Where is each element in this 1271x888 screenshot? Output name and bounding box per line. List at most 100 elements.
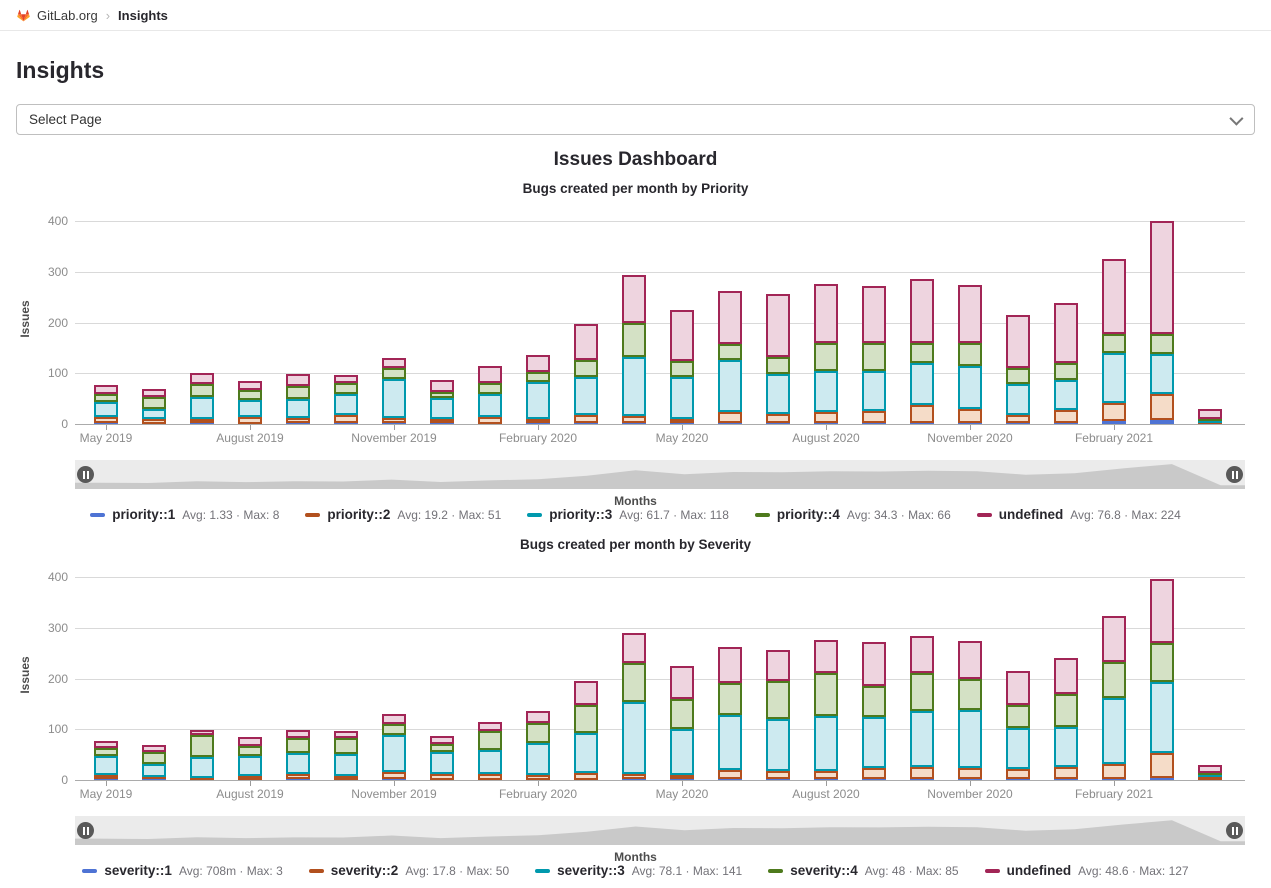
bar-segment-priority::1[interactable] xyxy=(190,422,214,424)
bar-segment-priority::2[interactable] xyxy=(670,419,694,424)
bar-segment-severity::2[interactable] xyxy=(958,767,982,780)
bar-segment-priority::2[interactable] xyxy=(958,409,982,424)
bar-segment-severity::4[interactable] xyxy=(334,738,358,754)
bar-segment-severity::4[interactable] xyxy=(238,746,262,757)
bar-segment-severity::4[interactable] xyxy=(622,662,646,703)
bar-segment-undefined[interactable] xyxy=(190,372,214,385)
bar-segment-undefined[interactable] xyxy=(238,380,262,391)
legend-item-priority::3[interactable]: priority::3 Avg: 61.7 · Max: 118 xyxy=(527,507,729,522)
bar-segment-severity::2[interactable] xyxy=(526,774,550,780)
bar-segment-severity::2[interactable] xyxy=(286,774,310,780)
bar-segment-priority::3[interactable] xyxy=(142,408,166,419)
data-zoom-slider[interactable] xyxy=(75,460,1245,489)
bar-segment-severity::3[interactable] xyxy=(526,742,550,775)
bar-segment-severity::2[interactable] xyxy=(862,767,886,780)
bar-segment-severity::1[interactable] xyxy=(1102,778,1126,780)
bar-segment-priority::4[interactable] xyxy=(574,359,598,378)
bar-segment-severity::3[interactable] xyxy=(1054,726,1078,768)
legend-item-priority::4[interactable]: priority::4 Avg: 34.3 · Max: 66 xyxy=(754,507,951,522)
bar-segment-priority::4[interactable] xyxy=(1150,334,1174,354)
bar-segment-severity::3[interactable] xyxy=(1102,697,1126,765)
bar-segment-undefined[interactable] xyxy=(1198,408,1222,420)
bar-segment-priority::2[interactable] xyxy=(526,418,550,424)
bar-segment-severity::3[interactable] xyxy=(718,715,742,770)
bar-segment-priority::3[interactable] xyxy=(1198,420,1222,423)
bar-segment-priority::3[interactable] xyxy=(382,379,406,418)
bar-segment-undefined[interactable] xyxy=(958,285,982,344)
bar-segment-undefined[interactable] xyxy=(478,722,502,732)
bar-segment-priority::3[interactable] xyxy=(286,398,310,418)
bar-segment-priority::4[interactable] xyxy=(478,382,502,395)
bar-segment-undefined[interactable] xyxy=(382,713,406,724)
bar-segment-severity::4[interactable] xyxy=(1006,705,1030,729)
bar-segment-severity::3[interactable] xyxy=(958,709,982,768)
bar-segment-severity::2[interactable] xyxy=(622,773,646,780)
bar-segment-undefined[interactable] xyxy=(334,731,358,739)
bar-segment-undefined[interactable] xyxy=(862,641,886,686)
bar-segment-undefined[interactable] xyxy=(622,633,646,663)
bar-segment-priority::3[interactable] xyxy=(910,363,934,406)
bar-segment-severity::4[interactable] xyxy=(910,673,934,712)
bar-segment-severity::3[interactable] xyxy=(382,734,406,773)
bar-segment-undefined[interactable] xyxy=(142,388,166,397)
bar-segment-priority::3[interactable] xyxy=(94,401,118,418)
bar-segment-priority::1[interactable] xyxy=(622,422,646,424)
legend-item-severity::4[interactable]: severity::4 Avg: 48 · Max: 85 xyxy=(768,863,959,878)
bar-segment-undefined[interactable] xyxy=(910,635,934,673)
bar-segment-severity::4[interactable] xyxy=(1054,693,1078,727)
bar-segment-undefined[interactable] xyxy=(1006,314,1030,369)
bar-segment-severity::2[interactable] xyxy=(382,772,406,780)
bar-segment-severity::2[interactable] xyxy=(190,777,214,780)
legend-item-severity::2[interactable]: severity::2 Avg: 17.8 · Max: 50 xyxy=(308,863,509,878)
bar-segment-undefined[interactable] xyxy=(1102,616,1126,663)
bar-segment-priority::2[interactable] xyxy=(1150,394,1174,420)
legend-item-priority::1[interactable]: priority::1 Avg: 1.33 · Max: 8 xyxy=(90,507,279,522)
bar-segment-severity::2[interactable] xyxy=(1150,753,1174,779)
bar-segment-severity::1[interactable] xyxy=(1150,778,1174,780)
bar-segment-severity::4[interactable] xyxy=(190,734,214,757)
bar-segment-priority::4[interactable] xyxy=(1054,362,1078,380)
bar-segment-priority::4[interactable] xyxy=(910,342,934,364)
bar-segment-undefined[interactable] xyxy=(430,379,454,392)
bar-segment-undefined[interactable] xyxy=(1102,258,1126,334)
bar-segment-severity::4[interactable] xyxy=(286,738,310,754)
bar-segment-severity::4[interactable] xyxy=(142,751,166,764)
bar-segment-priority::3[interactable] xyxy=(478,394,502,417)
bar-segment-severity::2[interactable] xyxy=(1006,768,1030,780)
bar-segment-undefined[interactable] xyxy=(1054,658,1078,694)
bar-segment-severity::4[interactable] xyxy=(430,743,454,752)
bar-segment-undefined[interactable] xyxy=(622,275,646,324)
bar-segment-priority::1[interactable] xyxy=(1150,419,1174,424)
bar-segment-priority::2[interactable] xyxy=(862,410,886,424)
bar-segment-priority::2[interactable] xyxy=(814,411,838,423)
bar-segment-severity::2[interactable] xyxy=(478,774,502,780)
bar-segment-undefined[interactable] xyxy=(1150,220,1174,335)
bar-segment-priority::4[interactable] xyxy=(286,386,310,399)
bar-segment-undefined[interactable] xyxy=(718,291,742,344)
bar-segment-priority::2[interactable] xyxy=(718,412,742,424)
bar-segment-undefined[interactable] xyxy=(478,365,502,383)
bar-segment-severity::2[interactable] xyxy=(334,776,358,780)
bar-segment-undefined[interactable] xyxy=(238,736,262,747)
legend-item-undefined[interactable]: undefined Avg: 76.8 · Max: 224 xyxy=(976,507,1181,522)
legend-item-priority::2[interactable]: priority::2 Avg: 19.2 · Max: 51 xyxy=(305,507,501,522)
bar-segment-undefined[interactable] xyxy=(334,375,358,384)
bar-segment-priority::2[interactable] xyxy=(382,417,406,424)
bar-segment-priority::2[interactable] xyxy=(1198,422,1222,424)
data-zoom-handle-right[interactable] xyxy=(1226,466,1243,483)
bar-segment-undefined[interactable] xyxy=(910,279,934,343)
bar-segment-priority::3[interactable] xyxy=(622,356,646,417)
bar-segment-undefined[interactable] xyxy=(526,711,550,724)
bar-segment-severity::3[interactable] xyxy=(478,750,502,775)
bar-segment-priority::4[interactable] xyxy=(862,343,886,371)
bar-segment-priority::4[interactable] xyxy=(1006,368,1030,384)
bar-segment-priority::1[interactable] xyxy=(1102,421,1126,424)
bar-segment-priority::4[interactable] xyxy=(334,383,358,395)
bar-segment-severity::2[interactable] xyxy=(238,775,262,780)
bar-segment-undefined[interactable] xyxy=(190,729,214,735)
bar-segment-undefined[interactable] xyxy=(814,283,838,344)
bar-segment-priority::4[interactable] xyxy=(142,396,166,409)
bar-segment-severity::4[interactable] xyxy=(1150,643,1174,682)
bar-segment-severity::3[interactable] xyxy=(238,756,262,776)
bar-segment-priority::3[interactable] xyxy=(526,382,550,419)
